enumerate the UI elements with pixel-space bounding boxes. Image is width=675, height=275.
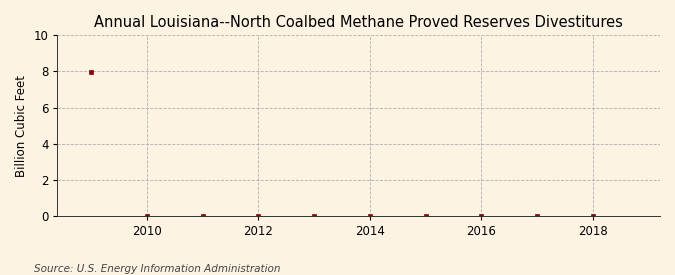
Title: Annual Louisiana--North Coalbed Methane Proved Reserves Divestitures: Annual Louisiana--North Coalbed Methane … — [95, 15, 623, 30]
Text: Source: U.S. Energy Information Administration: Source: U.S. Energy Information Administ… — [34, 264, 280, 274]
Y-axis label: Billion Cubic Feet: Billion Cubic Feet — [15, 75, 28, 177]
